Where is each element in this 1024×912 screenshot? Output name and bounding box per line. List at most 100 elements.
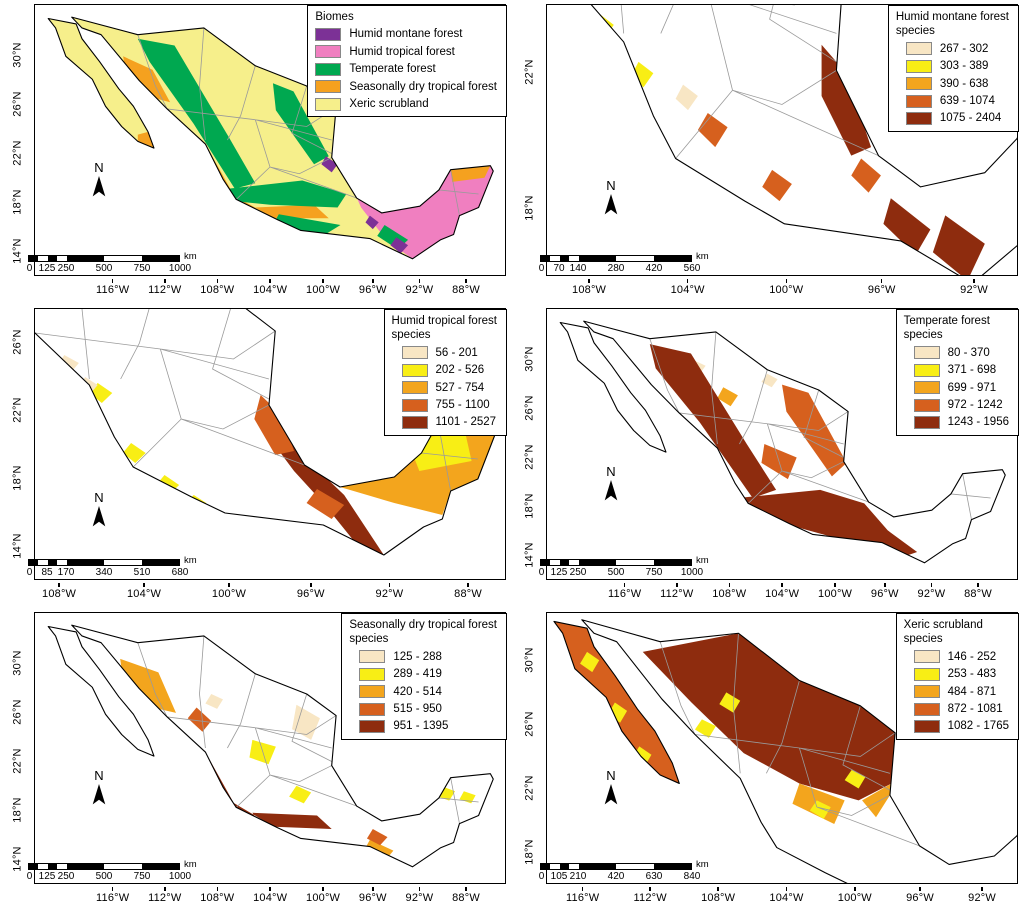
km-label: km <box>184 555 197 566</box>
x-axis: 116°W 112°W 108°W 104°W 100°W 96°W 92°W … <box>34 279 506 296</box>
x-tick: 100°W <box>212 583 246 600</box>
legend-item: Humid montane forest <box>315 27 497 42</box>
km-label: km <box>696 555 709 566</box>
y-tick: 30°N <box>524 647 537 673</box>
km-label: km <box>696 251 709 262</box>
x-tick: 112°W <box>660 583 693 600</box>
north-arrow: N <box>86 160 112 198</box>
legend-label: 289 - 419 <box>393 668 442 681</box>
legend-item: 80 - 370 <box>904 346 1009 360</box>
color-swatch <box>315 80 342 94</box>
legend-title: Temperate forest <box>903 315 990 327</box>
color-swatch <box>913 702 940 716</box>
color-swatch <box>401 415 428 429</box>
temperate-species-map <box>547 309 1017 579</box>
color-swatch <box>401 381 428 395</box>
x-tick: 88°W <box>452 887 480 904</box>
legend-item: 267 - 302 <box>896 42 1009 56</box>
north-arrow-icon <box>604 784 618 805</box>
legend-item: 972 - 1242 <box>904 398 1009 412</box>
scale-tick: 250 <box>57 262 75 274</box>
color-swatch <box>913 346 940 360</box>
x-tick: 116°W <box>96 887 129 904</box>
scale-tick: 750 <box>133 262 151 274</box>
scale-bar-graphic <box>28 254 180 262</box>
humid-montane-species-map <box>547 5 1017 275</box>
x-tick: 88°W <box>454 583 482 600</box>
y-tick: 18°N <box>524 195 537 221</box>
scale-tick: 0 <box>26 566 33 578</box>
legend-title-line2: species <box>903 633 943 646</box>
legend-label: 1082 - 1765 <box>947 720 1009 733</box>
x-tick: 88°W <box>964 583 992 600</box>
panel-xeric-scrubland: 30°N 26°N 22°N 18°N 116°W 112°W 108°W 10… <box>512 608 1024 912</box>
legend-label: Humid montane forest <box>349 28 463 41</box>
legend-label: Humid tropical forest <box>349 45 455 58</box>
legend-item: Humid tropical forest <box>315 45 497 59</box>
legend-item: 125 - 288 <box>349 650 497 664</box>
x-tick: 112°W <box>148 887 181 904</box>
legend-title-line2: species <box>349 633 389 646</box>
x-tick: 100°W <box>818 583 852 600</box>
legend-item: 951 - 1395 <box>349 719 497 733</box>
x-axis: 108°W 104°W 100°W 96°W 92°W 88°W <box>34 583 506 600</box>
scale-bar-graphic <box>28 862 180 870</box>
north-arrow-icon <box>92 506 106 527</box>
state-boundaries <box>138 636 479 824</box>
scale-tick: 85 <box>41 566 53 578</box>
north-arrow: N <box>86 768 112 806</box>
color-swatch <box>359 667 386 681</box>
legend-temperate: Temperate forest species 80 - 370 371 - … <box>895 309 1019 436</box>
scale-tick: 420 <box>607 870 625 882</box>
color-swatch <box>315 45 342 59</box>
legend-humid-montane: Humid montane forest species 267 - 302 3… <box>887 5 1019 132</box>
legend-item: 202 - 526 <box>392 363 497 377</box>
scale-tick: 1000 <box>680 566 704 578</box>
legend-label: 1075 - 2404 <box>939 112 1002 125</box>
scale-tick: 250 <box>569 566 587 578</box>
y-tick: 30°N <box>12 649 25 676</box>
panel-temperate-forest: 30°N 26°N 22°N 18°N 14°N 116°W 112°W 108… <box>512 304 1024 608</box>
color-swatch <box>913 719 940 733</box>
scale-tick: 750 <box>645 566 663 578</box>
scale-tick: 0 <box>26 262 33 274</box>
scale-tick: 1000 <box>168 262 192 274</box>
color-swatch <box>401 363 428 377</box>
north-arrow-icon <box>92 176 106 197</box>
scale-tick: 0 <box>538 566 545 578</box>
scale-tick: 125 <box>38 870 56 882</box>
legend-item: 1101 - 2527 <box>392 415 497 429</box>
x-tick: 96°W <box>359 279 387 296</box>
y-tick: 14°N <box>12 533 25 559</box>
color-swatch <box>913 398 940 412</box>
color-swatch <box>359 650 386 664</box>
x-tick: 108°W <box>712 583 746 600</box>
scale-bar: km 0 125 250 500 750 1000 <box>538 555 709 578</box>
x-tick: 104°W <box>253 279 287 296</box>
x-axis: 116°W 112°W 108°W 104°W 100°W 96°W 92°W … <box>546 583 1018 600</box>
x-tick: 108°W <box>200 279 234 296</box>
north-arrow-icon <box>604 194 618 215</box>
legend-label: Seasonally dry tropical forest <box>349 80 497 93</box>
legend-item: 1082 - 1765 <box>904 719 1009 733</box>
color-swatch <box>913 685 940 699</box>
scale-tick: 125 <box>550 566 568 578</box>
y-tick: 18°N <box>12 189 25 215</box>
x-tick: 96°W <box>297 583 325 600</box>
panel-biomes: 30°N 26°N 22°N 18°N 14°N 116°W 112°W 108… <box>0 0 512 304</box>
legend-title: Xeric scrubland <box>903 619 983 631</box>
legend-item: 1243 - 1956 <box>904 415 1009 429</box>
scale-tick: 750 <box>133 870 151 882</box>
y-axis: 26°N 22°N 18°N 14°N <box>6 308 30 580</box>
x-tick: 92°W <box>960 279 988 296</box>
y-tick: 22°N <box>12 140 25 166</box>
legend-item: 755 - 1100 <box>392 398 497 412</box>
x-tick: 100°W <box>769 279 803 296</box>
legend-item: 56 - 201 <box>392 346 497 360</box>
x-tick: 100°W <box>306 887 340 904</box>
legend-label: 146 - 252 <box>947 650 997 663</box>
color-swatch <box>913 363 940 377</box>
x-tick: 116°W <box>566 887 599 904</box>
legend-item: 515 - 950 <box>349 702 497 716</box>
